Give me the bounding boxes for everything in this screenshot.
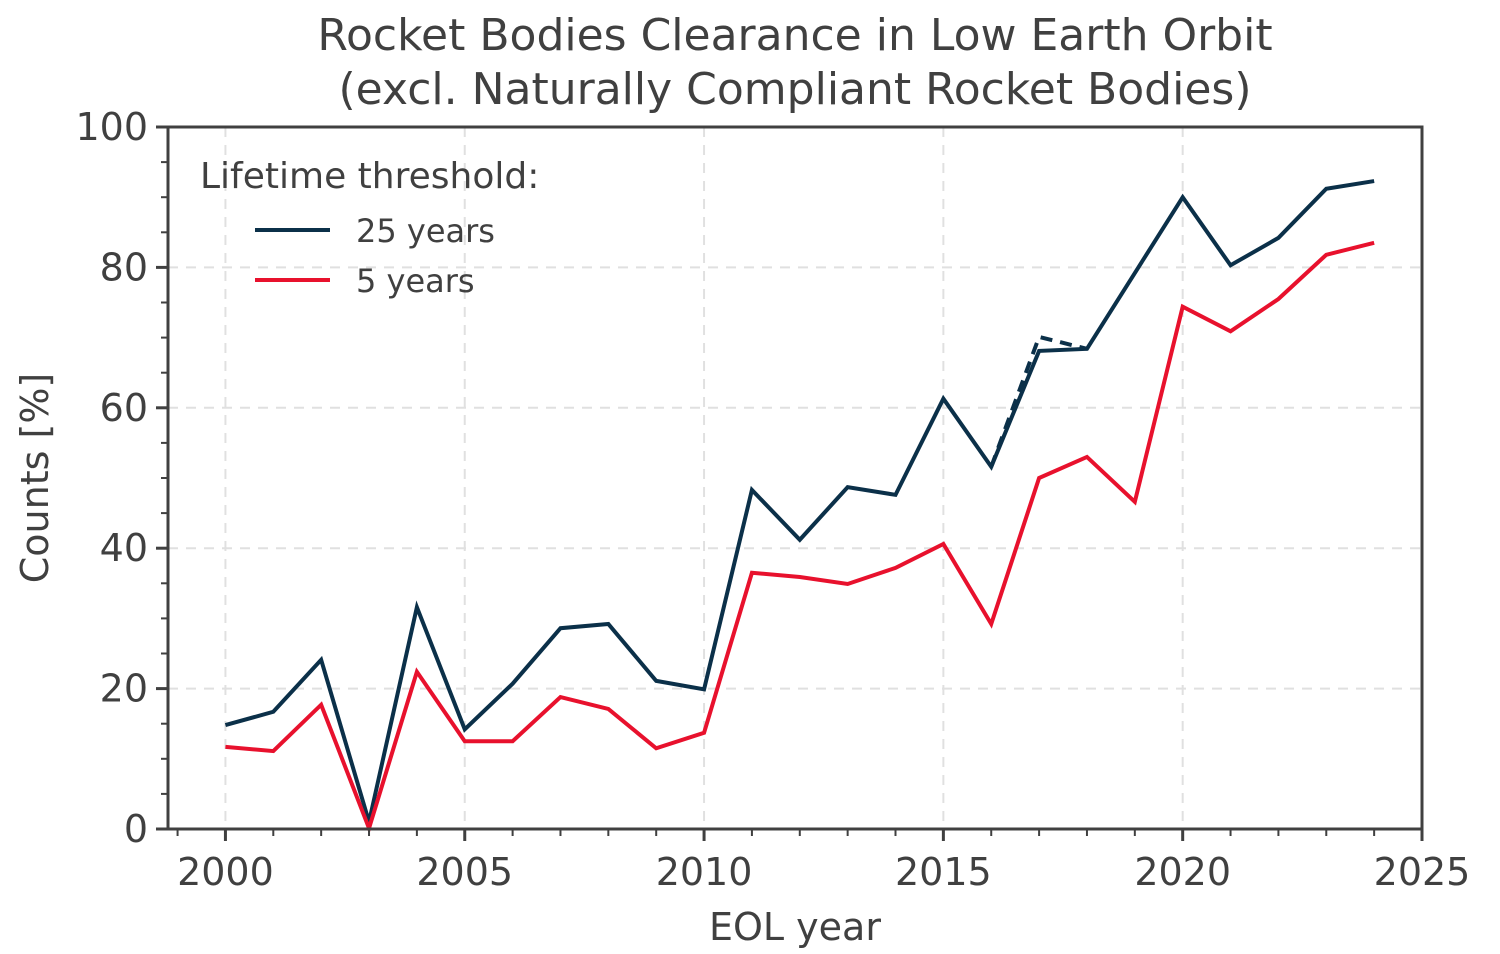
y-tick-label: 100 — [75, 105, 148, 149]
series-line-5-years — [225, 243, 1374, 828]
y-tick-label: 0 — [124, 807, 148, 851]
x-axis-label: EOL year — [709, 905, 881, 949]
legend-title: Lifetime threshold: — [200, 156, 539, 197]
y-tick-label: 20 — [100, 667, 148, 711]
dashed-segment-25-years — [991, 337, 1087, 467]
x-tick-label: 2010 — [656, 850, 753, 894]
legend-label-25-years: 25 years — [356, 212, 495, 250]
chart-subtitle: (excl. Naturally Compliant Rocket Bodies… — [339, 64, 1252, 115]
y-tick-label: 60 — [100, 386, 148, 430]
x-tick-label: 2000 — [177, 850, 274, 894]
y-tick-label: 80 — [100, 245, 148, 289]
x-tick-label: 2015 — [895, 850, 992, 894]
x-tick-label: 2005 — [416, 850, 513, 894]
chart-title: Rocket Bodies Clearance in Low Earth Orb… — [317, 10, 1272, 61]
y-axis-label: Counts [%] — [13, 373, 57, 583]
legend-label-5-years: 5 years — [356, 262, 475, 300]
axis-ticks: 2000 2005 2010 2015 2020 2025 0 20 40 60 80 100 — [75, 105, 1470, 894]
y-tick-label: 40 — [100, 526, 148, 570]
x-tick-label: 2020 — [1134, 850, 1231, 894]
x-tick-label: 2025 — [1374, 850, 1471, 894]
legend: Lifetime threshold: 25 years 5 years — [200, 156, 539, 300]
